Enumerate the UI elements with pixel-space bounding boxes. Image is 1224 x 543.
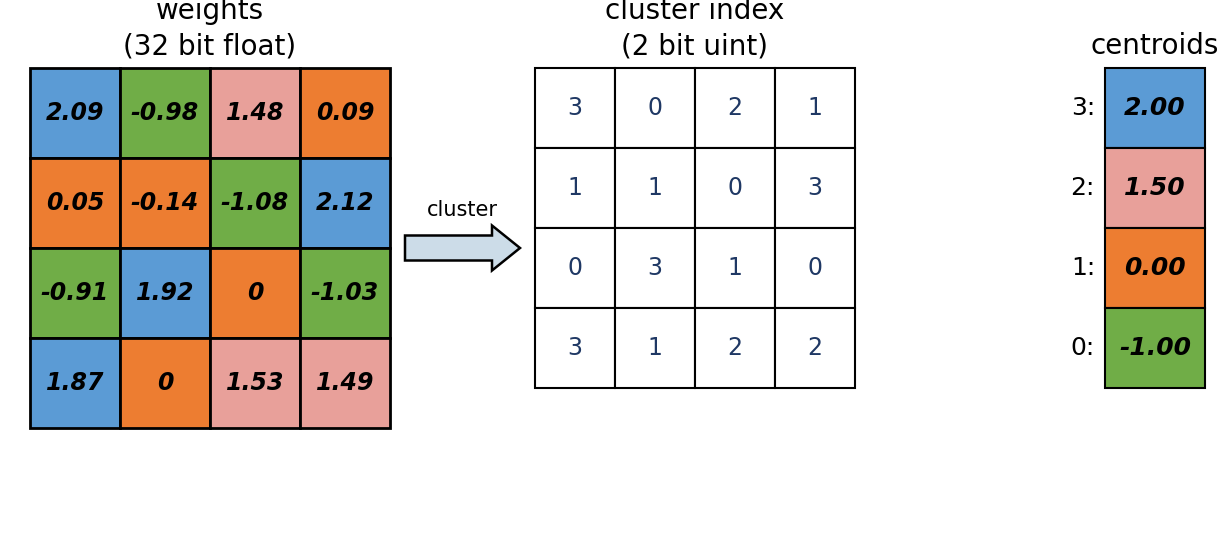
Text: 2.12: 2.12 [316, 191, 375, 215]
Bar [614, 68, 695, 148]
Text: 3: 3 [568, 96, 583, 120]
Text: 3: 3 [647, 256, 662, 280]
Text: 3:: 3: [1071, 96, 1095, 120]
Bar [775, 228, 856, 308]
Bar [120, 338, 211, 428]
Text: centroids: centroids [1091, 32, 1219, 60]
Text: 0: 0 [247, 281, 263, 305]
Text: 2: 2 [808, 336, 823, 360]
Text: 2.00: 2.00 [1124, 96, 1186, 120]
Text: -0.14: -0.14 [131, 191, 200, 215]
Bar [31, 68, 120, 158]
Text: 1: 1 [568, 176, 583, 200]
Bar [120, 158, 211, 248]
Text: 1.49: 1.49 [316, 371, 375, 395]
Text: 1.53: 1.53 [225, 371, 284, 395]
Text: -0.98: -0.98 [131, 101, 200, 125]
Bar [614, 148, 695, 228]
Text: cluster index
(2 bit uint): cluster index (2 bit uint) [606, 0, 785, 60]
Text: 1: 1 [647, 176, 662, 200]
Bar [31, 158, 120, 248]
Text: 0: 0 [727, 176, 743, 200]
Bar [775, 148, 856, 228]
Bar [775, 68, 856, 148]
Bar [31, 338, 120, 428]
Bar [300, 158, 390, 248]
Text: weights
(32 bit float): weights (32 bit float) [124, 0, 296, 60]
Text: 2: 2 [727, 336, 743, 360]
Bar [300, 248, 390, 338]
Bar [775, 308, 856, 388]
Bar [695, 68, 775, 148]
Bar [695, 228, 775, 308]
Text: -1.03: -1.03 [311, 281, 379, 305]
Text: 1: 1 [727, 256, 743, 280]
Bar [211, 248, 300, 338]
Text: 2:: 2: [1071, 176, 1095, 200]
Bar [211, 68, 300, 158]
Bar [535, 228, 614, 308]
Bar [300, 338, 390, 428]
Bar [1105, 228, 1204, 308]
Bar [614, 228, 695, 308]
Text: 0: 0 [157, 371, 174, 395]
Text: 2.09: 2.09 [45, 101, 104, 125]
Text: 1.48: 1.48 [225, 101, 284, 125]
Bar [695, 308, 775, 388]
Text: 1.50: 1.50 [1124, 176, 1186, 200]
Bar [120, 68, 211, 158]
Text: 0.00: 0.00 [1124, 256, 1186, 280]
Text: 0: 0 [568, 256, 583, 280]
Bar [614, 308, 695, 388]
Bar [300, 68, 390, 158]
Bar [535, 68, 614, 148]
Text: 1: 1 [808, 96, 823, 120]
Text: 0: 0 [808, 256, 823, 280]
Text: -1.08: -1.08 [220, 191, 289, 215]
Text: 1:: 1: [1071, 256, 1095, 280]
Bar [1105, 68, 1204, 148]
Text: -0.91: -0.91 [40, 281, 109, 305]
Text: 0:: 0: [1071, 336, 1095, 360]
Text: 3: 3 [568, 336, 583, 360]
Text: 1: 1 [647, 336, 662, 360]
Bar [211, 338, 300, 428]
Text: 1.92: 1.92 [136, 281, 195, 305]
Text: 0.09: 0.09 [316, 101, 375, 125]
Bar [31, 248, 120, 338]
Text: 0.05: 0.05 [45, 191, 104, 215]
Text: 2: 2 [727, 96, 743, 120]
Bar [211, 158, 300, 248]
Text: 1.87: 1.87 [45, 371, 104, 395]
Text: 0: 0 [647, 96, 662, 120]
Bar [120, 248, 211, 338]
Bar [535, 308, 614, 388]
Bar [535, 148, 614, 228]
Bar [1105, 148, 1204, 228]
Bar [695, 148, 775, 228]
Text: 3: 3 [808, 176, 823, 200]
Bar [1105, 308, 1204, 388]
Text: -1.00: -1.00 [1119, 336, 1191, 360]
Text: cluster: cluster [427, 200, 498, 220]
FancyArrow shape [405, 225, 520, 270]
